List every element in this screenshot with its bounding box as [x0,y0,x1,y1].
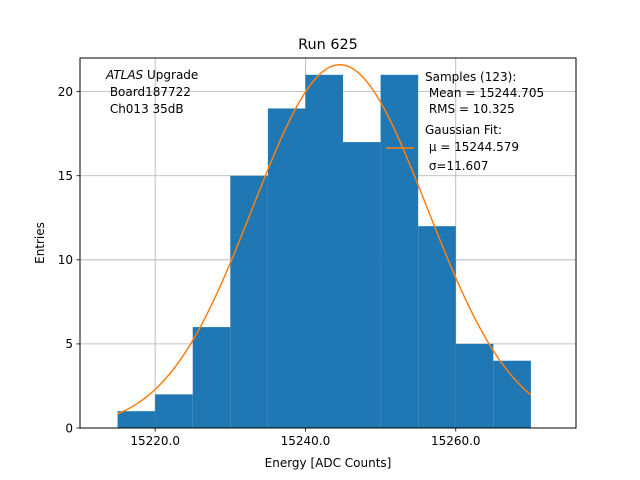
chart-title: Run 625 [298,37,358,53]
y-axis-label: Entries [33,222,47,264]
legend-fit-line-1: Gaussian Fit: [425,123,502,137]
histogram-bar [305,74,344,429]
y-tick-label: 5 [65,337,73,351]
histogram-bar [117,411,156,428]
histogram-bar [343,142,381,428]
legend-samples-line-3: RMS = 10.325 [425,102,515,116]
histogram-bar [418,226,456,428]
legend-samples-line-1: Samples (123): [425,70,516,84]
annotation-line-1: ATLAS Upgrade [105,68,198,82]
legend-fit-line-3: σ=11.607 [425,159,488,173]
legend-fit-line-2: μ = 15244.579 [425,140,519,154]
x-tick-label: 15240.0 [281,434,331,448]
legend: Samples (123): Mean = 15244.705 RMS = 10… [386,70,544,173]
histogram-bars [117,74,531,429]
x-tick-label: 15260.0 [431,434,481,448]
legend-samples-line-2: Mean = 15244.705 [425,86,544,100]
gaussian-fit-curve [117,63,532,415]
histogram-bar [155,394,193,428]
y-tick-label: 20 [58,85,73,99]
histogram-bar [230,175,268,428]
x-tick-label: 15220.0 [130,434,180,448]
histogram-bar [192,327,231,428]
annotation-left: ATLAS Upgrade Board187722 Ch013 35dB [105,68,198,116]
x-axis-label: Energy [ADC Counts] [265,456,392,470]
y-axis-ticks: 0 5 10 15 20 [58,85,80,435]
histogram-bar [267,108,306,429]
y-tick-label: 15 [58,169,73,183]
histogram-bar [493,360,531,428]
y-tick-label: 10 [58,253,73,267]
histogram-bar [380,74,419,429]
plot-frame [79,57,577,429]
annotation-line-3: Ch013 35dB [106,102,184,116]
histogram-bar [455,343,494,428]
x-axis-ticks: 15220.0 15240.0 15260.0 [130,428,481,448]
gaussian-fit [117,63,532,415]
annotation-line-2: Board187722 [106,85,191,99]
y-tick-label: 0 [65,421,73,435]
